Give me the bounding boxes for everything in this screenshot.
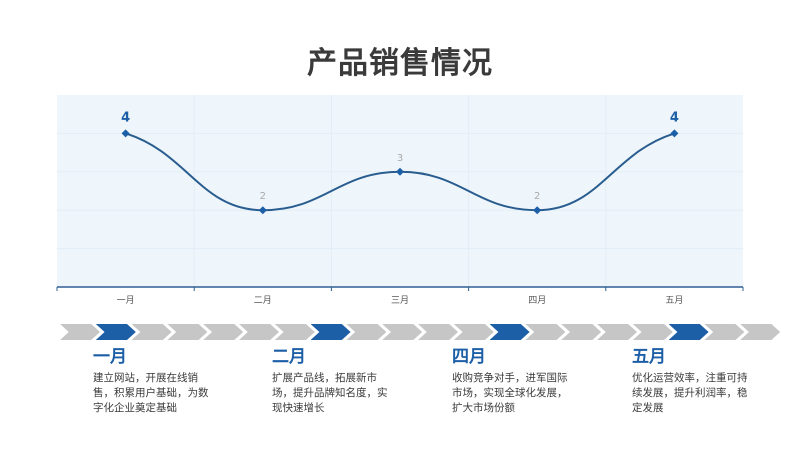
timeline-chevron — [597, 324, 637, 340]
x-tick-label: 五月 — [665, 295, 683, 306]
timeline-chevron — [704, 324, 745, 340]
milestone-4-label: 五月 — [632, 347, 666, 367]
timeline-chevron — [453, 324, 494, 340]
timeline-chevron-active — [668, 324, 709, 340]
line-chart: 一月 二月 三月 四月 五月 4 2 3 2 4 — [56, 95, 744, 306]
plot-area — [57, 95, 743, 287]
timeline-chevron — [203, 324, 244, 340]
timeline-chevrons — [60, 324, 781, 342]
timeline-chevron — [60, 324, 100, 340]
milestone-3-label: 四月 — [452, 347, 486, 367]
milestone-4: 五月 优化运营效率，注重可持续发展，提升利润率，稳定发展 — [632, 346, 754, 416]
timeline-chevron-active — [95, 324, 136, 340]
timeline-chevron — [382, 324, 423, 340]
timeline-chevron-active — [310, 324, 351, 340]
x-tick-label: 四月 — [528, 295, 546, 306]
timeline-chevron — [561, 324, 602, 340]
milestone-3: 四月 收购竞争对手，进军国际市场，实现全球化发展，扩大市场份额 — [452, 346, 574, 416]
milestone-2-text: 扩展产品线，拓展新市场，提升品牌知名度，实现快速增长 — [272, 372, 388, 414]
milestone-4-text: 优化运营效率，注重可持续发展，提升利润率，稳定发展 — [632, 372, 748, 414]
x-tick-label: 二月 — [254, 295, 272, 306]
data-point — [670, 129, 679, 138]
timeline-chevron — [239, 324, 279, 340]
data-point — [258, 206, 267, 215]
x-tick-label: 一月 — [117, 295, 135, 306]
timeline-chevron-active — [489, 324, 530, 340]
data-point — [533, 206, 542, 215]
data-point — [121, 129, 130, 138]
x-tick-label: 三月 — [391, 295, 409, 306]
timeline-chevron — [167, 324, 208, 340]
data-point — [396, 167, 404, 176]
timeline-chevron — [740, 324, 781, 340]
timeline-chevron — [346, 324, 387, 340]
milestone-3-text: 收购竞争对手，进军国际市场，实现全球化发展，扩大市场份额 — [452, 372, 568, 414]
data-label: 2 — [534, 191, 540, 202]
timeline-chevron — [632, 324, 673, 340]
data-label: 4 — [670, 110, 679, 125]
data-label: 4 — [121, 110, 130, 125]
page-title: 产品销售情况 — [307, 46, 493, 81]
timeline-chevron — [131, 324, 172, 340]
milestone-1-label: 一月 — [93, 347, 127, 367]
milestone-2: 二月 扩展产品线，拓展新市场，提升品牌知名度，实现快速增长 — [272, 346, 394, 416]
milestone-1-text: 建立网站，开展在线销售，积累用户基础，为数字化企业奠定基础 — [93, 372, 209, 414]
data-label: 3 — [397, 153, 403, 164]
timeline-chevron — [525, 324, 566, 340]
milestone-1: 一月 建立网站，开展在线销售，积累用户基础，为数字化企业奠定基础 — [93, 346, 215, 416]
timeline-chevron — [418, 324, 458, 340]
timeline-chevron — [274, 324, 315, 340]
data-label: 2 — [260, 191, 266, 202]
milestone-2-label: 二月 — [272, 347, 306, 367]
